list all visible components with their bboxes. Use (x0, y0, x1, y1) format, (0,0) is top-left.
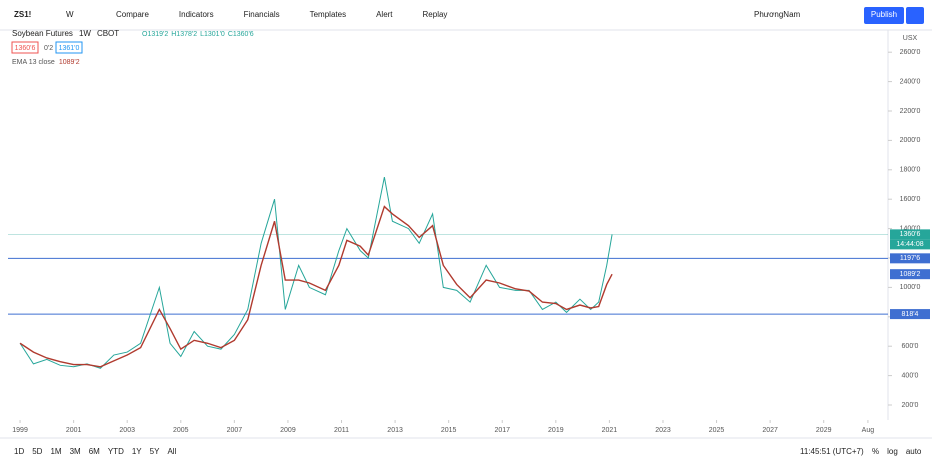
legend-interval: 1W (79, 29, 91, 38)
x-tick-label: Aug (862, 427, 875, 434)
x-tick-label: 2001 (66, 427, 82, 434)
y-tick-label: 2400'0 (900, 78, 921, 85)
bid: 1360'6 (15, 45, 36, 52)
currency: USX (903, 35, 918, 42)
spread: 0'2 (44, 45, 53, 52)
range-button[interactable]: 3M (70, 447, 81, 456)
clock: 11:45:51 (UTC+7) (800, 447, 864, 456)
x-tick-label: 2017 (494, 427, 510, 434)
scale-mode[interactable]: % (872, 447, 879, 456)
bid-box (11, 41, 39, 54)
ema-line (19, 205, 613, 368)
y-tick-label: 1400'0 (900, 225, 921, 232)
x-tick-label: 2025 (709, 427, 725, 434)
range-button[interactable]: YTD (108, 447, 124, 456)
range-button[interactable]: All (167, 447, 176, 456)
y-tick-label: 400'0 (902, 372, 919, 379)
legend-ohlc: L1301'0 (200, 31, 225, 38)
timer: 14:44:08 (896, 241, 923, 248)
toolbar-item[interactable]: Alert (376, 10, 393, 19)
ema-legend: EMA 13 close (12, 59, 55, 66)
y-tick-label: 1600'0 (900, 196, 921, 203)
symbol[interactable]: ZS1! (14, 10, 31, 19)
publish-button[interactable] (864, 7, 904, 24)
legend-title: Soybean Futures (12, 29, 73, 38)
x-tick-label: 2011 (334, 427, 349, 434)
ask-box (55, 41, 83, 54)
y-tick-label: 1800'0 (900, 167, 921, 174)
x-tick-label: 2005 (173, 427, 189, 434)
account[interactable]: PhươngNam (754, 10, 801, 19)
range-button[interactable]: 1M (50, 447, 61, 456)
y-tick-label: 200'0 (902, 402, 919, 409)
legend-exchange: CBOT (97, 29, 119, 38)
legend-ohlc: O1319'2 (142, 31, 168, 38)
range-button[interactable]: 1D (14, 447, 24, 456)
ask: 1361'0 (59, 45, 80, 52)
h-line-label: 1197'6 (900, 255, 920, 262)
y-tick-label: 1000'0 (900, 284, 921, 291)
toolbar-item[interactable]: Templates (310, 10, 346, 19)
ema-value: 1089'2 (59, 59, 80, 66)
x-tick-label: 2013 (387, 427, 403, 434)
current-line-tag (890, 229, 930, 240)
h-line-label: 818'4 (902, 311, 919, 318)
x-tick-label: 2019 (548, 427, 564, 434)
range-button[interactable]: 5Y (150, 447, 160, 456)
x-tick-label: 2003 (119, 427, 135, 434)
ema-tag-label: 1089'2 (900, 271, 921, 278)
current-line-label: 1360'6 (900, 231, 921, 238)
toolbar-item[interactable]: Replay (423, 10, 448, 19)
x-tick-label: 2027 (762, 427, 778, 434)
x-tick-label: 2009 (280, 427, 296, 434)
x-tick-label: 2021 (602, 427, 618, 434)
x-tick-label: 2029 (816, 427, 832, 434)
legend-ohlc: H1378'2 (171, 31, 197, 38)
y-tick-label: 2200'0 (900, 108, 921, 115)
toolbar-item[interactable]: Compare (116, 10, 149, 19)
scale-mode[interactable]: log (887, 447, 898, 456)
y-tick-label: 2600'0 (900, 49, 921, 56)
range-button[interactable]: 6M (89, 447, 100, 456)
timer-tag (890, 239, 930, 250)
interval[interactable]: W (66, 10, 74, 19)
range-button[interactable]: 1Y (132, 447, 142, 456)
y-tick-label: 2000'0 (900, 137, 921, 144)
x-tick-label: 2007 (227, 427, 243, 434)
x-tick-label: 1999 (12, 427, 28, 434)
ema-tag (890, 269, 930, 280)
range-button[interactable]: 5D (32, 447, 42, 456)
live-button[interactable] (906, 7, 924, 24)
scale-mode[interactable]: auto (906, 447, 922, 456)
toolbar-item[interactable]: Financials (244, 10, 280, 19)
h-line-tag (890, 309, 930, 320)
publish-label[interactable]: Publish (871, 10, 897, 19)
legend-ohlc: C1360'6 (228, 31, 254, 38)
h-line-tag (890, 253, 930, 264)
toolbar-item[interactable]: Indicators (179, 10, 214, 19)
x-tick-label: 2023 (655, 427, 671, 434)
y-tick-label: 600'0 (902, 343, 919, 350)
x-tick-label: 2015 (441, 427, 457, 434)
